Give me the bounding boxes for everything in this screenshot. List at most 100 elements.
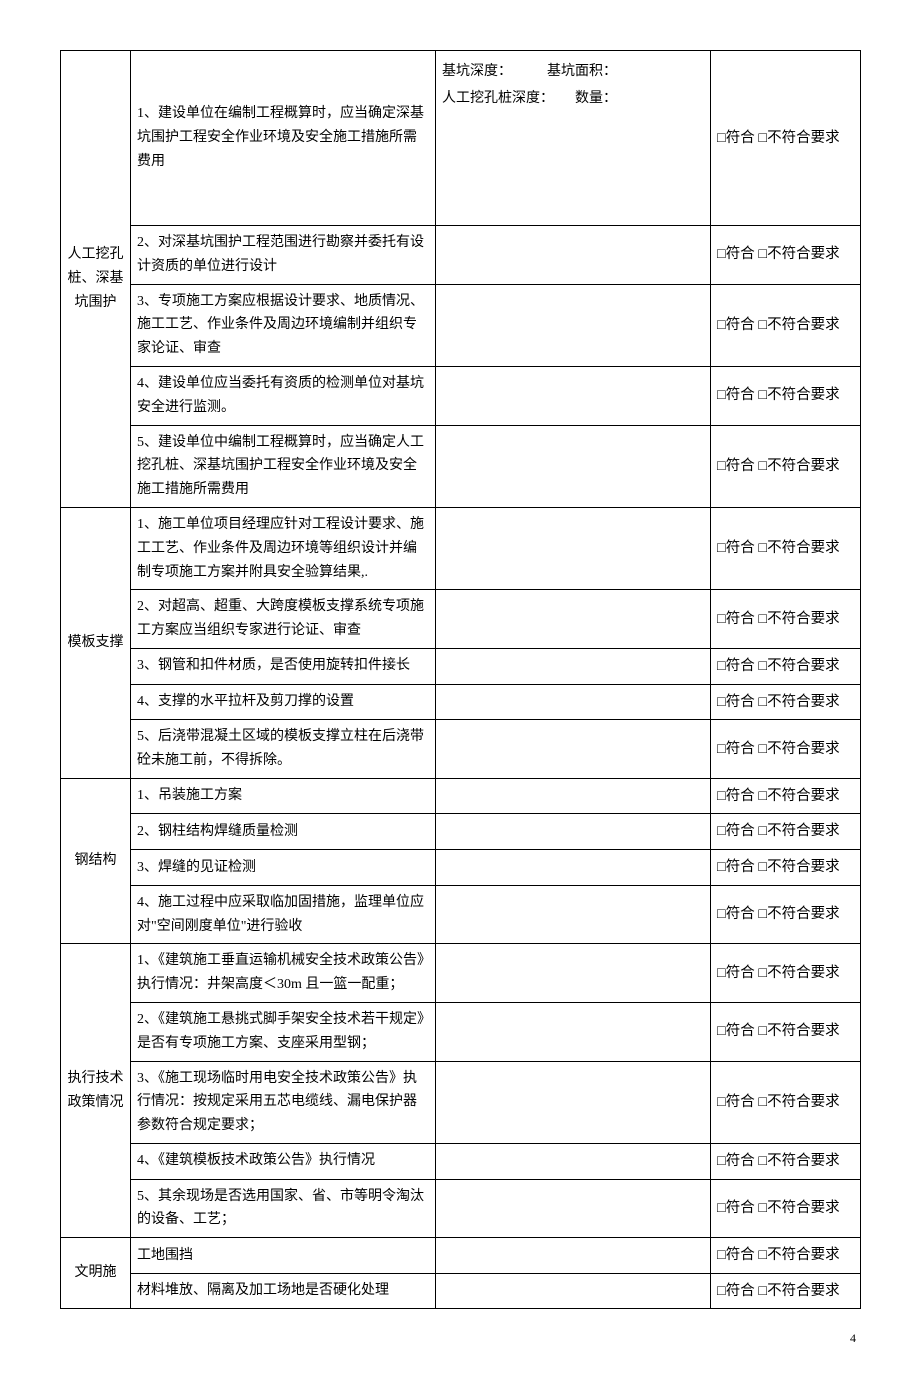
result-cell: □符合 □不符合要求 bbox=[711, 366, 861, 425]
table-row: 3、焊缝的见证检测 □符合 □不符合要求 bbox=[61, 850, 861, 886]
meta-cell bbox=[436, 850, 711, 886]
table-row: 钢结构1、吊装施工方案□符合 □不符合要求 bbox=[61, 778, 861, 814]
meta-cell bbox=[436, 1061, 711, 1143]
table-row: 材料堆放、隔离及加工场地是否硬化处理 □符合 □不符合要求 bbox=[61, 1273, 861, 1309]
pit-area-label: 基坑面积： bbox=[547, 64, 617, 79]
result-cell: □符合 □不符合要求 bbox=[711, 590, 861, 649]
meta-cell bbox=[436, 284, 711, 366]
meta-cell bbox=[436, 684, 711, 720]
description-cell: 4、施工过程中应采取临加固措施，监理单位应对"空间刚度单位"进行验收 bbox=[131, 885, 436, 944]
meta-cell bbox=[436, 226, 711, 285]
description-cell: 4、《建筑模板技术政策公告》执行情况 bbox=[131, 1143, 436, 1179]
meta-cell bbox=[436, 1238, 711, 1274]
meta-cell bbox=[436, 720, 711, 779]
page-number: 4 bbox=[60, 1331, 860, 1346]
table-row: 2、钢柱结构焊缝质量检测 □符合 □不符合要求 bbox=[61, 814, 861, 850]
meta-cell bbox=[436, 885, 711, 944]
description-cell: 2、钢柱结构焊缝质量检测 bbox=[131, 814, 436, 850]
result-cell: □符合 □不符合要求 bbox=[711, 1273, 861, 1309]
meta-cell bbox=[436, 648, 711, 684]
meta-cell bbox=[436, 778, 711, 814]
result-cell: □符合 □不符合要求 bbox=[711, 885, 861, 944]
checklist-table: 人工挖孔桩、深基坑围护1、建设单位在编制工程概算时，应当确定深基坑围护工程安全作… bbox=[60, 50, 861, 1309]
description-cell: 2、对深基坑围护工程范围进行勘察并委托有设计资质的单位进行设计 bbox=[131, 226, 436, 285]
meta-cell bbox=[436, 1273, 711, 1309]
description-cell: 5、建设单位中编制工程概算时，应当确定人工挖孔桩、深基坑围护工程安全作业环境及安… bbox=[131, 425, 436, 507]
meta-cell bbox=[436, 366, 711, 425]
description-cell: 3、焊缝的见证检测 bbox=[131, 850, 436, 886]
result-cell: □符合 □不符合要求 bbox=[711, 284, 861, 366]
description-cell: 2、对超高、超重、大跨度模板支撑系统专项施工方案应当组织专家进行论证、审查 bbox=[131, 590, 436, 649]
pile-depth-label: 人工挖孔桩深度： bbox=[442, 91, 554, 106]
category-label: 模板支撑 bbox=[67, 631, 124, 655]
table-row: 2、《建筑施工悬挑式脚手架安全技术若干规定》是否有专项施工方案、支座采用型钢； □… bbox=[61, 1002, 861, 1061]
table-row: 3、专项施工方案应根据设计要求、地质情况、施工工艺、作业条件及周边环境编制并组织… bbox=[61, 284, 861, 366]
meta-cell bbox=[436, 425, 711, 507]
category-cell: 人工挖孔桩、深基坑围护 bbox=[61, 51, 131, 508]
meta-cell bbox=[436, 1143, 711, 1179]
category-label: 执行技术政策情况 bbox=[67, 1067, 124, 1115]
result-cell: □符合 □不符合要求 bbox=[711, 1179, 861, 1238]
description-cell: 2、《建筑施工悬挑式脚手架安全技术若干规定》是否有专项施工方案、支座采用型钢； bbox=[131, 1002, 436, 1061]
result-cell: □符合 □不符合要求 bbox=[711, 1002, 861, 1061]
result-cell: □符合 □不符合要求 bbox=[711, 684, 861, 720]
category-cell: 执行技术政策情况 bbox=[61, 944, 131, 1238]
description-cell: 工地围挡 bbox=[131, 1238, 436, 1274]
category-label: 钢结构 bbox=[67, 849, 124, 873]
category-cell: 文明施 bbox=[61, 1238, 131, 1309]
result-cell: □符合 □不符合要求 bbox=[711, 850, 861, 886]
table-row: 3、《施工现场临时用电安全技术政策公告》执行情况：按规定采用五芯电缆线、漏电保护… bbox=[61, 1061, 861, 1143]
table-row: 文明施工地围挡□符合 □不符合要求 bbox=[61, 1238, 861, 1274]
table-row: 人工挖孔桩、深基坑围护1、建设单位在编制工程概算时，应当确定深基坑围护工程安全作… bbox=[61, 51, 861, 226]
category-label: 文明施 bbox=[67, 1261, 124, 1285]
meta-cell bbox=[436, 507, 711, 589]
table-row: 5、其余现场是否选用国家、省、市等明令淘汰的设备、工艺； □符合 □不符合要求 bbox=[61, 1179, 861, 1238]
description-cell: 5、其余现场是否选用国家、省、市等明令淘汰的设备、工艺； bbox=[131, 1179, 436, 1238]
table-row: 2、对超高、超重、大跨度模板支撑系统专项施工方案应当组织专家进行论证、审查 □符合… bbox=[61, 590, 861, 649]
description-cell: 1、建设单位在编制工程概算时，应当确定深基坑围护工程安全作业环境及安全施工措施所… bbox=[131, 51, 436, 226]
category-label: 人工挖孔桩、深基坑围护 bbox=[67, 243, 124, 314]
description-cell: 3、《施工现场临时用电安全技术政策公告》执行情况：按规定采用五芯电缆线、漏电保护… bbox=[131, 1061, 436, 1143]
table-row: 4、施工过程中应采取临加固措施，监理单位应对"空间刚度单位"进行验收 □符合 □不… bbox=[61, 885, 861, 944]
pit-depth-label: 基坑深度： bbox=[442, 64, 512, 79]
table-row: 2、对深基坑围护工程范围进行勘察并委托有设计资质的单位进行设计 □符合 □不符合要… bbox=[61, 226, 861, 285]
result-cell: □符合 □不符合要求 bbox=[711, 944, 861, 1003]
description-cell: 3、钢管和扣件材质，是否使用旋转扣件接长 bbox=[131, 648, 436, 684]
result-cell: □符合 □不符合要求 bbox=[711, 814, 861, 850]
table-row: 4、建设单位应当委托有资质的检测单位对基坑安全进行监测。 □符合 □不符合要求 bbox=[61, 366, 861, 425]
table-row: 5、建设单位中编制工程概算时，应当确定人工挖孔桩、深基坑围护工程安全作业环境及安… bbox=[61, 425, 861, 507]
result-cell: □符合 □不符合要求 bbox=[711, 51, 861, 226]
table-row: 5、后浇带混凝土区域的模板支撑立柱在后浇带砼未施工前，不得拆除。 □符合 □不符合… bbox=[61, 720, 861, 779]
meta-cell bbox=[436, 814, 711, 850]
meta-cell bbox=[436, 944, 711, 1003]
result-cell: □符合 □不符合要求 bbox=[711, 1061, 861, 1143]
qty-label: 数量： bbox=[575, 91, 617, 106]
description-cell: 5、后浇带混凝土区域的模板支撑立柱在后浇带砼未施工前，不得拆除。 bbox=[131, 720, 436, 779]
category-cell: 模板支撑 bbox=[61, 507, 131, 778]
description-cell: 1、施工单位项目经理应针对工程设计要求、施工工艺、作业条件及周边环境等组织设计并… bbox=[131, 507, 436, 589]
result-cell: □符合 □不符合要求 bbox=[711, 226, 861, 285]
result-cell: □符合 □不符合要求 bbox=[711, 1143, 861, 1179]
description-cell: 4、建设单位应当委托有资质的检测单位对基坑安全进行监测。 bbox=[131, 366, 436, 425]
description-cell: 4、支撑的水平拉杆及剪刀撑的设置 bbox=[131, 684, 436, 720]
table-row: 执行技术政策情况1、《建筑施工垂直运输机械安全技术政策公告》执行情况：井架高度＜… bbox=[61, 944, 861, 1003]
description-cell: 材料堆放、隔离及加工场地是否硬化处理 bbox=[131, 1273, 436, 1309]
result-cell: □符合 □不符合要求 bbox=[711, 425, 861, 507]
result-cell: □符合 □不符合要求 bbox=[711, 778, 861, 814]
table-row: 模板支撑1、施工单位项目经理应针对工程设计要求、施工工艺、作业条件及周边环境等组… bbox=[61, 507, 861, 589]
result-cell: □符合 □不符合要求 bbox=[711, 1238, 861, 1274]
result-cell: □符合 □不符合要求 bbox=[711, 720, 861, 779]
table-row: 4、支撑的水平拉杆及剪刀撑的设置 □符合 □不符合要求 bbox=[61, 684, 861, 720]
description-cell: 3、专项施工方案应根据设计要求、地质情况、施工工艺、作业条件及周边环境编制并组织… bbox=[131, 284, 436, 366]
description-cell: 1、吊装施工方案 bbox=[131, 778, 436, 814]
table-row: 3、钢管和扣件材质，是否使用旋转扣件接长 □符合 □不符合要求 bbox=[61, 648, 861, 684]
meta-cell bbox=[436, 1179, 711, 1238]
description-cell: 1、《建筑施工垂直运输机械安全技术政策公告》执行情况：井架高度＜30m 且一篮一… bbox=[131, 944, 436, 1003]
result-cell: □符合 □不符合要求 bbox=[711, 507, 861, 589]
meta-cell bbox=[436, 1002, 711, 1061]
category-cell: 钢结构 bbox=[61, 778, 131, 944]
meta-cell: 基坑深度： 基坑面积： 人工挖孔桩深度： 数量： bbox=[436, 51, 711, 226]
result-cell: □符合 □不符合要求 bbox=[711, 648, 861, 684]
meta-cell bbox=[436, 590, 711, 649]
table-row: 4、《建筑模板技术政策公告》执行情况 □符合 □不符合要求 bbox=[61, 1143, 861, 1179]
